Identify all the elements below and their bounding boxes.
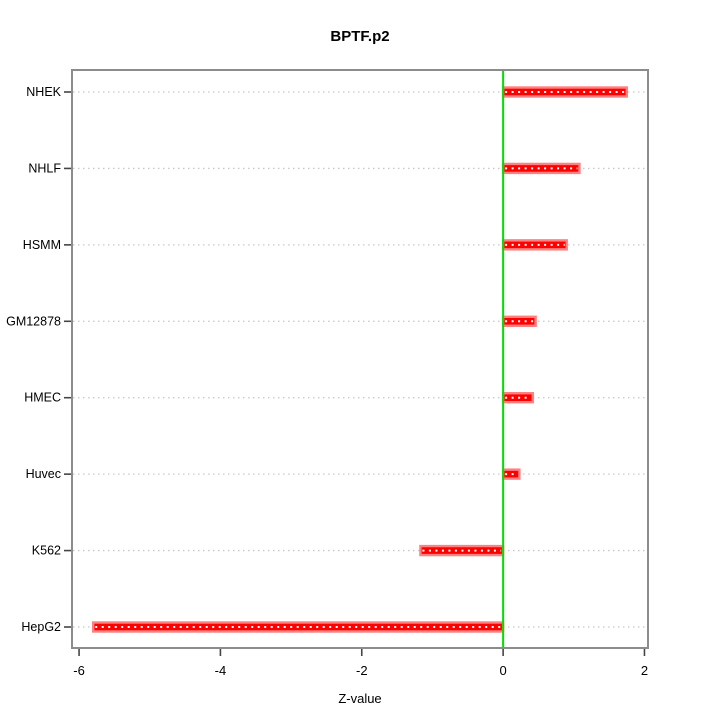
y-tick-label-hmec: HMEC (24, 391, 61, 405)
y-tick-label-k562: K562 (32, 544, 61, 558)
x-tick-label-0: 0 (499, 663, 506, 678)
plot-box (71, 69, 649, 649)
y-tick-label-huvec: Huvec (26, 467, 61, 481)
y-tick-label-gm12878: GM12878 (6, 314, 61, 328)
chart-title: BPTF.p2 (330, 28, 390, 45)
x-tick-label-2: 2 (641, 663, 648, 678)
x-tick-label--6: -6 (73, 663, 85, 678)
x-tick-label--2: -2 (356, 663, 368, 678)
y-tick-label-hsmm: HSMM (23, 238, 61, 252)
y-tick-label-nhlf: NHLF (28, 161, 61, 175)
x-tick-label--4: -4 (215, 663, 227, 678)
bar-hmec (501, 392, 535, 404)
y-tick-label-nhek: NHEK (26, 85, 61, 99)
x-axis-title: Z-value (338, 691, 382, 706)
y-tick-label-hepg2: HepG2 (21, 620, 61, 634)
bar-nhlf (501, 162, 581, 175)
